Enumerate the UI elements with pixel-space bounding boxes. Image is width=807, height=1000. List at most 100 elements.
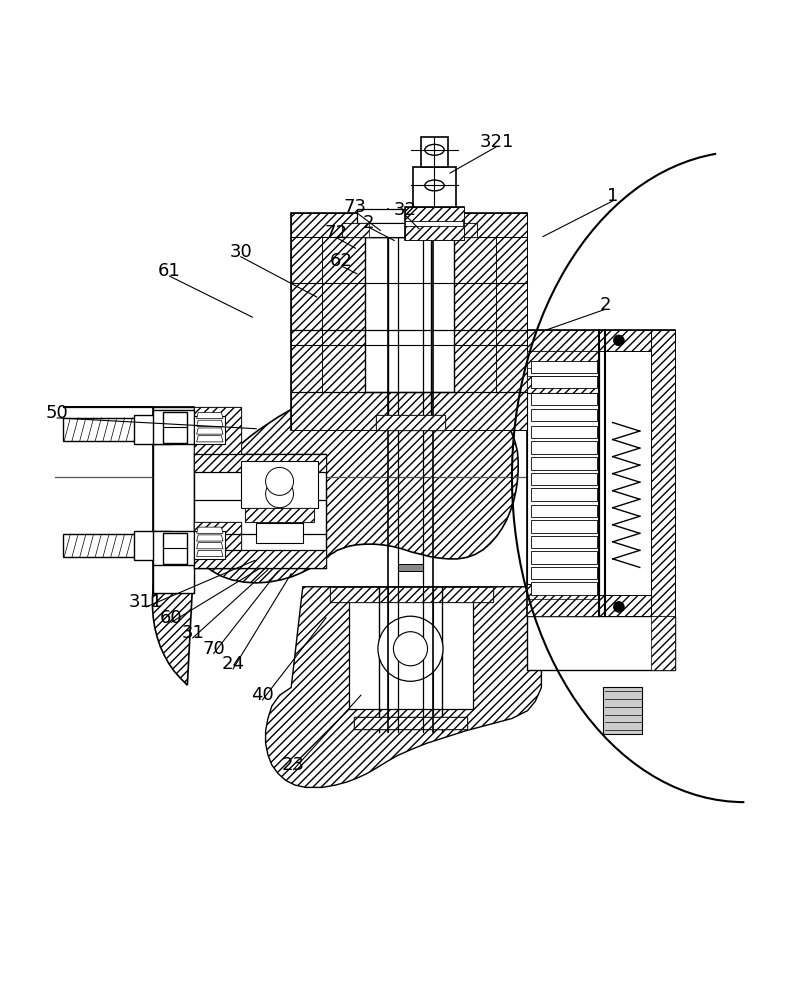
Polygon shape [528, 351, 599, 393]
Polygon shape [604, 687, 642, 734]
Polygon shape [291, 213, 528, 430]
Polygon shape [194, 522, 240, 568]
Text: 30: 30 [229, 243, 252, 261]
Polygon shape [528, 595, 675, 616]
Polygon shape [531, 441, 597, 454]
Polygon shape [194, 550, 326, 568]
Polygon shape [528, 351, 599, 368]
Text: 24: 24 [222, 655, 245, 673]
Text: 72: 72 [324, 224, 348, 242]
Text: 31: 31 [182, 624, 204, 642]
Polygon shape [197, 550, 223, 557]
Polygon shape [197, 535, 223, 541]
Polygon shape [528, 616, 675, 670]
Polygon shape [531, 473, 597, 485]
Polygon shape [531, 505, 597, 517]
Text: 2: 2 [363, 214, 374, 232]
Circle shape [266, 480, 294, 508]
Polygon shape [153, 407, 194, 593]
Polygon shape [531, 582, 597, 595]
Text: 32: 32 [394, 201, 416, 219]
Polygon shape [257, 523, 303, 543]
Text: 70: 70 [203, 640, 225, 658]
Polygon shape [431, 213, 454, 237]
Polygon shape [651, 616, 675, 670]
Polygon shape [163, 533, 186, 564]
Polygon shape [245, 508, 315, 522]
Polygon shape [398, 564, 423, 571]
Polygon shape [194, 416, 225, 444]
Polygon shape [405, 207, 464, 240]
Polygon shape [528, 584, 599, 601]
Text: 311: 311 [129, 593, 164, 611]
Polygon shape [413, 167, 456, 207]
Polygon shape [194, 522, 240, 568]
Polygon shape [341, 223, 477, 237]
Circle shape [613, 335, 625, 346]
Polygon shape [63, 534, 153, 557]
Polygon shape [245, 508, 315, 522]
Polygon shape [365, 213, 388, 237]
Polygon shape [531, 393, 597, 405]
Polygon shape [531, 551, 597, 564]
Polygon shape [153, 531, 194, 565]
Polygon shape [197, 527, 223, 533]
Polygon shape [330, 587, 492, 602]
Polygon shape [349, 587, 473, 709]
Text: 23: 23 [282, 756, 305, 774]
Polygon shape [291, 213, 528, 237]
Polygon shape [528, 584, 599, 616]
Polygon shape [531, 520, 597, 533]
Polygon shape [197, 412, 223, 419]
Polygon shape [454, 237, 496, 392]
Polygon shape [194, 407, 240, 454]
Polygon shape [341, 223, 369, 237]
Polygon shape [197, 428, 223, 434]
Polygon shape [376, 415, 445, 430]
Polygon shape [528, 376, 599, 393]
Polygon shape [194, 531, 225, 559]
Polygon shape [528, 599, 599, 616]
Polygon shape [531, 536, 597, 548]
Text: 40: 40 [251, 686, 274, 704]
Polygon shape [420, 137, 449, 167]
Polygon shape [531, 376, 597, 388]
Polygon shape [134, 531, 171, 560]
Text: 61: 61 [158, 262, 181, 280]
Circle shape [613, 601, 625, 612]
Polygon shape [354, 717, 467, 729]
Polygon shape [291, 392, 528, 430]
Text: 73: 73 [344, 198, 367, 216]
Polygon shape [531, 567, 597, 579]
Polygon shape [134, 415, 171, 444]
Polygon shape [240, 461, 318, 508]
Polygon shape [63, 407, 194, 593]
Polygon shape [531, 457, 597, 470]
Circle shape [394, 632, 428, 666]
Polygon shape [531, 361, 597, 373]
Text: 2: 2 [599, 296, 611, 314]
Circle shape [378, 616, 443, 681]
Polygon shape [450, 223, 477, 237]
Polygon shape [528, 330, 675, 351]
Polygon shape [531, 488, 597, 501]
Polygon shape [528, 393, 599, 584]
Text: 62: 62 [330, 252, 353, 270]
Text: 1: 1 [607, 187, 618, 205]
Polygon shape [365, 213, 454, 237]
Polygon shape [376, 415, 445, 430]
Polygon shape [153, 410, 194, 444]
Ellipse shape [424, 180, 444, 191]
Polygon shape [330, 587, 492, 602]
Polygon shape [194, 454, 326, 472]
Text: 50: 50 [46, 404, 69, 422]
Polygon shape [197, 436, 223, 442]
Text: 321: 321 [479, 133, 513, 151]
Polygon shape [163, 412, 186, 443]
Polygon shape [354, 717, 467, 729]
Polygon shape [291, 237, 322, 392]
Polygon shape [496, 237, 528, 392]
Polygon shape [405, 226, 464, 240]
Polygon shape [531, 426, 597, 438]
Polygon shape [63, 407, 194, 593]
